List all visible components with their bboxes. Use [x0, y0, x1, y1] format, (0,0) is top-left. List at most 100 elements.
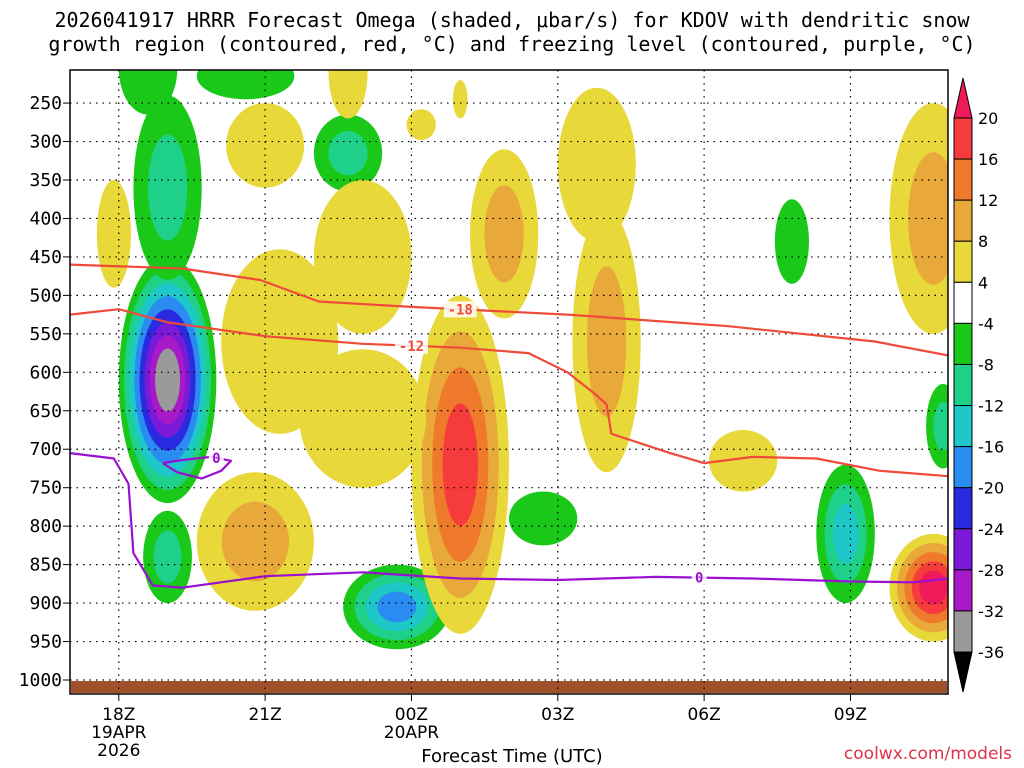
omega-level-4	[557, 87, 636, 242]
omega-cell-ascent-upper-18z	[133, 95, 202, 280]
colorbar-box-2	[953, 199, 973, 242]
colorbar-label-8: 8	[978, 232, 988, 251]
omega-level-4	[406, 109, 436, 140]
omega-level--8	[153, 530, 182, 584]
x-tick-sublabel-2026: 2026	[97, 741, 140, 761]
colorbar-box-11	[953, 569, 973, 612]
omega-level-8	[586, 266, 627, 417]
y-tick-label-650: 650	[29, 401, 62, 422]
y-tick-label-900: 900	[29, 593, 62, 614]
omega-cell-descent-420-left	[96, 180, 131, 288]
contour-label-bg-freezing-level-loop	[208, 449, 224, 466]
x-tick-sublabel-19APR: 19APR	[91, 723, 147, 743]
omega-cell-ascent-800-09z	[816, 464, 875, 604]
omega-level-4	[221, 249, 339, 434]
omega-level--4	[196, 70, 295, 100]
omega-level--4	[774, 199, 809, 284]
y-tick-label-500: 500	[29, 285, 62, 306]
omega-level--4	[118, 70, 178, 115]
colorbar-box-4	[953, 281, 973, 324]
x-tick-label-06Z: 06Z	[687, 705, 720, 725]
colorbar-box-5	[953, 322, 973, 365]
y-tick-label-550: 550	[29, 324, 62, 345]
y-tick-label-250: 250	[29, 93, 62, 114]
colorbar-label--4: -4	[978, 314, 994, 333]
x-axis-title: Forecast Time (UTC)	[421, 746, 603, 767]
colorbar-box-9	[953, 487, 973, 530]
colorbar-box-10	[953, 528, 973, 571]
omega-level-4	[708, 430, 778, 492]
omega-cell-descent-0130z-upper	[469, 149, 539, 319]
contour-label-freezing-level-0: 0	[695, 571, 703, 587]
contour-freezing-level-0	[70, 452, 948, 589]
omega-level-4	[328, 70, 368, 119]
colorbar-bottom-arrow	[953, 651, 973, 693]
omega-cell-descent-21z-300	[226, 103, 305, 188]
colorbar-label--8: -8	[978, 355, 994, 374]
omega-level-4	[226, 103, 305, 188]
omega-cell-ascent-900-00z	[343, 564, 451, 650]
colorbar-box-12	[953, 610, 973, 653]
colorbar-label-4: 4	[978, 273, 988, 292]
omega-cell-descent-245-01z	[452, 80, 468, 119]
x-tick-label-21Z: 21Z	[248, 705, 281, 725]
colorbar-label-12: 12	[978, 191, 998, 210]
omega-level-4	[452, 80, 468, 119]
credit-text: coolwx.com/models	[843, 744, 1012, 764]
contour-label-dgz-minus18: -18	[448, 302, 473, 318]
terrain-fill	[71, 681, 947, 693]
contour-dgz-minus18	[70, 263, 948, 357]
omega-level--16	[377, 591, 417, 623]
omega-cell-ascent-low-18z	[143, 510, 192, 604]
y-tick-label-950: 950	[29, 632, 62, 653]
omega-level-4	[96, 180, 131, 288]
omega-cell-ascent-680-right	[926, 383, 948, 469]
y-tick-label-750: 750	[29, 478, 62, 499]
y-tick-label-350: 350	[29, 170, 62, 191]
colorbar-label--12: -12	[978, 397, 1004, 416]
colorbar-box-8	[953, 446, 973, 489]
contour-freezing-level-loop	[162, 455, 233, 480]
x-tick-label-18Z: 18Z	[102, 705, 135, 725]
contour-dgz-minus12	[70, 308, 948, 478]
omega-level-16	[442, 403, 478, 526]
contour-label-bg-dgz-minus18	[443, 301, 477, 318]
colorbar-label--16: -16	[978, 438, 1004, 457]
chart-title-line-2: growth region (contoured, red, °C) and f…	[48, 32, 976, 56]
omega-cell-ascent-300-22z	[313, 114, 383, 192]
omega-level-8	[221, 501, 290, 582]
colorbar-label--32: -32	[978, 602, 1004, 621]
omega-cell-descent-2130z	[196, 472, 314, 611]
contour-label-freezing-level-loop: 0	[212, 451, 220, 467]
colorbar-box-6	[953, 363, 973, 407]
colorbar: 20 16 12 8 4 -4 -8 -12 -16 -20 -24 -28 -32 -36	[953, 77, 1004, 693]
colorbar-box-1	[953, 158, 973, 201]
temperature-contours: -18 -12 0 0	[70, 263, 948, 589]
colorbar-label--28: -28	[978, 561, 1004, 580]
colorbar-box-7	[953, 405, 973, 448]
terrain-band	[71, 681, 947, 693]
omega-cell-descent-07z	[708, 430, 778, 492]
omega-cell-ascent-top-mid	[196, 70, 295, 100]
chart-title-line-1: 2026041917 HRRR Forecast Omega (shaded, …	[54, 8, 970, 32]
colorbar-box-3	[953, 240, 973, 283]
omega-cell-descent-270-00z	[406, 109, 436, 140]
y-tick-label-300: 300	[29, 132, 62, 153]
x-tick-label-09Z: 09Z	[834, 705, 867, 725]
colorbar-label-20: 20	[978, 109, 998, 128]
y-tick-label-1000: 1000	[19, 670, 62, 691]
contour-label-dgz-minus12: -12	[399, 339, 424, 355]
omega-cell-descent-21z-600	[221, 249, 339, 434]
x-tick-sublabel-20APR: 20APR	[384, 723, 440, 743]
y-tick-label-850: 850	[29, 555, 62, 576]
x-tick-label-03Z: 03Z	[541, 705, 574, 725]
omega-level--4	[509, 491, 578, 546]
omega-cell-ascent-430-08z	[774, 199, 809, 284]
colorbar-label--24: -24	[978, 520, 1004, 539]
x-tick-label-00Z: 00Z	[395, 705, 428, 725]
omega-cell-ascent-780-02z	[509, 491, 578, 546]
y-tick-label-700: 700	[29, 439, 62, 460]
omega-cell-descent-right-low	[889, 533, 948, 642]
y-tick-label-600: 600	[29, 362, 62, 383]
